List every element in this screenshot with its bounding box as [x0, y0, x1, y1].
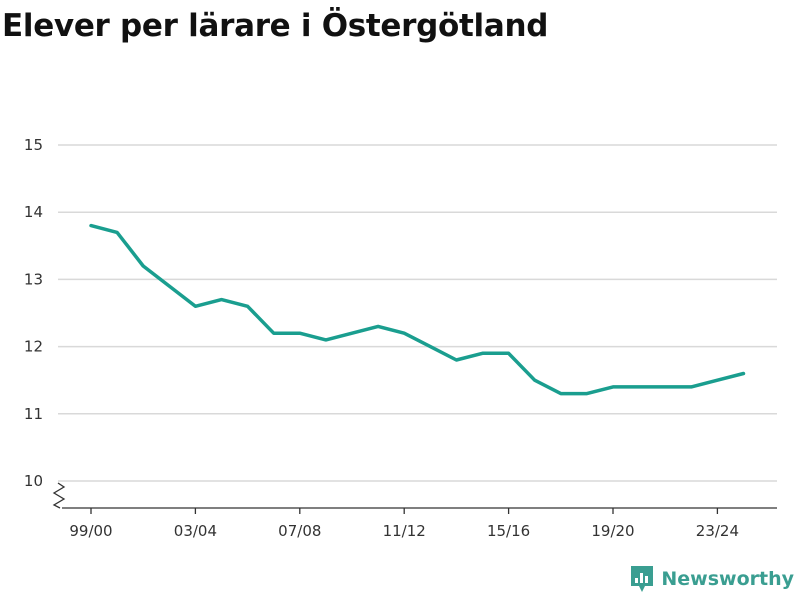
- x-tick-label: 19/20: [591, 522, 634, 540]
- gridlines: [58, 144, 777, 482]
- x-axis-tick-labels: 99/00 03/04 07/08 11/12 15/16 19/20 23/24: [69, 522, 739, 540]
- brand-logo[interactable]: Newsworthy: [629, 564, 794, 594]
- newsworthy-logo-icon: [631, 566, 654, 592]
- x-tick-label: 03/04: [174, 522, 217, 540]
- x-tick-label: 99/00: [69, 522, 112, 540]
- y-tick-label: 14: [24, 203, 43, 221]
- x-axis: [52, 482, 777, 514]
- axis-break-icon: [52, 482, 66, 509]
- y-tick-label: 15: [24, 136, 43, 154]
- chart-title: Elever per lärare i Östergötland: [2, 8, 549, 44]
- brand-name: Newsworthy: [661, 568, 794, 590]
- x-tick-label: 07/08: [278, 522, 321, 540]
- y-tick-label: 10: [24, 472, 43, 490]
- y-tick-label: 12: [24, 338, 43, 356]
- y-tick-label: 13: [24, 270, 43, 288]
- y-tick-label: 11: [24, 405, 43, 423]
- x-tick-label: 23/24: [696, 522, 739, 540]
- series-line: [89, 223, 746, 396]
- series-group: [89, 223, 746, 396]
- x-tick-label: 15/16: [487, 522, 530, 540]
- y-axis-tick-labels: 10 11 12 13 14 15: [24, 136, 43, 490]
- x-tick-label: 11/12: [383, 522, 426, 540]
